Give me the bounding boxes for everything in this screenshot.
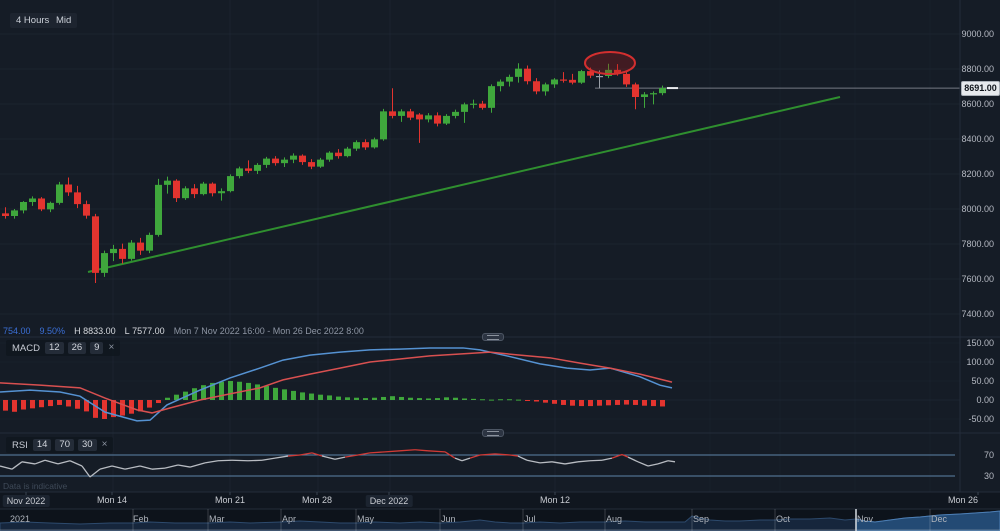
date-axis-label: Mon 14 <box>96 495 128 505</box>
timeframe-button[interactable]: 4 Hours <box>10 13 56 28</box>
price-type-button[interactable]: Mid <box>50 13 78 28</box>
navigator-month-label: Aug <box>606 514 623 524</box>
macd-close-icon[interactable]: × <box>108 342 115 353</box>
navigator-month-label: Mar <box>209 514 225 524</box>
price-axis-label: 8800.00 <box>961 64 994 74</box>
date-axis-label: Mon 21 <box>214 495 246 505</box>
navigator-month-label: Jul <box>524 514 536 524</box>
date-axis-label: Nov 2022 <box>2 495 50 507</box>
rsi-param-chip[interactable]: 70 <box>55 439 74 451</box>
macd-panel-resize-handle[interactable] <box>482 333 504 341</box>
macd-param-chip[interactable]: 12 <box>44 342 64 354</box>
macd-param-chip[interactable]: 26 <box>67 342 87 354</box>
navigator-month-label: May <box>357 514 375 524</box>
price-axis-label: 8200.00 <box>961 169 994 179</box>
macd-axis-label: 150.00 <box>966 338 994 348</box>
price-axis-label: 7400.00 <box>961 309 994 319</box>
status-bar: 754.00 9.50% H 8833.00 L 7577.00 Mon 7 N… <box>3 326 364 336</box>
date-axis-label: Dec 2022 <box>365 495 413 507</box>
navigator-month-label: Oct <box>776 514 791 524</box>
data-indicative-note: Data is indicative <box>3 481 68 491</box>
change-percent: 9.50% <box>39 326 66 336</box>
date-axis-label: Mon 12 <box>539 495 571 505</box>
low-value: L 7577.00 <box>124 326 165 336</box>
rsi-axis-label: 30 <box>983 471 994 481</box>
macd-axis-label: -50.00 <box>968 414 994 424</box>
change-value: 754.00 <box>3 326 31 336</box>
date-axis-label: Mon 26 <box>947 495 978 505</box>
macd-indicator-label: MACD 12 26 9 × <box>6 340 121 356</box>
navigator-month-label: Dec <box>931 514 948 524</box>
navigator-month-label: Feb <box>133 514 149 524</box>
highlight-ellipse-annotation <box>584 51 636 75</box>
price-axis-label: 8600.00 <box>961 99 994 109</box>
navigator-month-label: Nov <box>857 514 874 524</box>
navigator-month-label: Sep <box>693 514 710 524</box>
price-axis-label: 8400.00 <box>961 134 994 144</box>
macd-param-chip[interactable]: 9 <box>90 342 104 354</box>
rsi-params: 14 70 30 <box>32 439 97 451</box>
price-axis-label: 7600.00 <box>961 274 994 284</box>
price-axis-label: 8000.00 <box>961 204 994 214</box>
macd-name: MACD <box>12 342 40 354</box>
date-axis-label: Mon 28 <box>301 495 333 505</box>
macd-params: 12 26 9 <box>44 342 104 354</box>
navigator-month-label: 2021 <box>10 514 31 524</box>
rsi-close-icon[interactable]: × <box>101 439 108 450</box>
rsi-axis-label: 70 <box>983 450 994 460</box>
rsi-panel-resize-handle[interactable] <box>482 429 504 437</box>
price-axis-label: 7800.00 <box>961 239 994 249</box>
macd-axis-label: 100.00 <box>966 357 994 367</box>
current-price-badge: 8691.00 <box>961 81 1000 96</box>
navigator-month-label: Jun <box>441 514 456 524</box>
macd-axis-label: 0.00 <box>976 395 994 405</box>
navigator-month-label: Apr <box>282 514 297 524</box>
rsi-indicator-label: RSI 14 70 30 × <box>6 437 114 453</box>
high-value: H 8833.00 <box>74 326 116 336</box>
rsi-name: RSI <box>12 439 28 451</box>
macd-axis-label: 50.00 <box>971 376 994 386</box>
price-axis-label: 9000.00 <box>961 29 994 39</box>
rsi-param-chip[interactable]: 30 <box>78 439 97 451</box>
rsi-param-chip[interactable]: 14 <box>32 439 52 451</box>
date-range: Mon 7 Nov 2022 16:00 - Mon 26 Dec 2022 8… <box>173 326 364 336</box>
